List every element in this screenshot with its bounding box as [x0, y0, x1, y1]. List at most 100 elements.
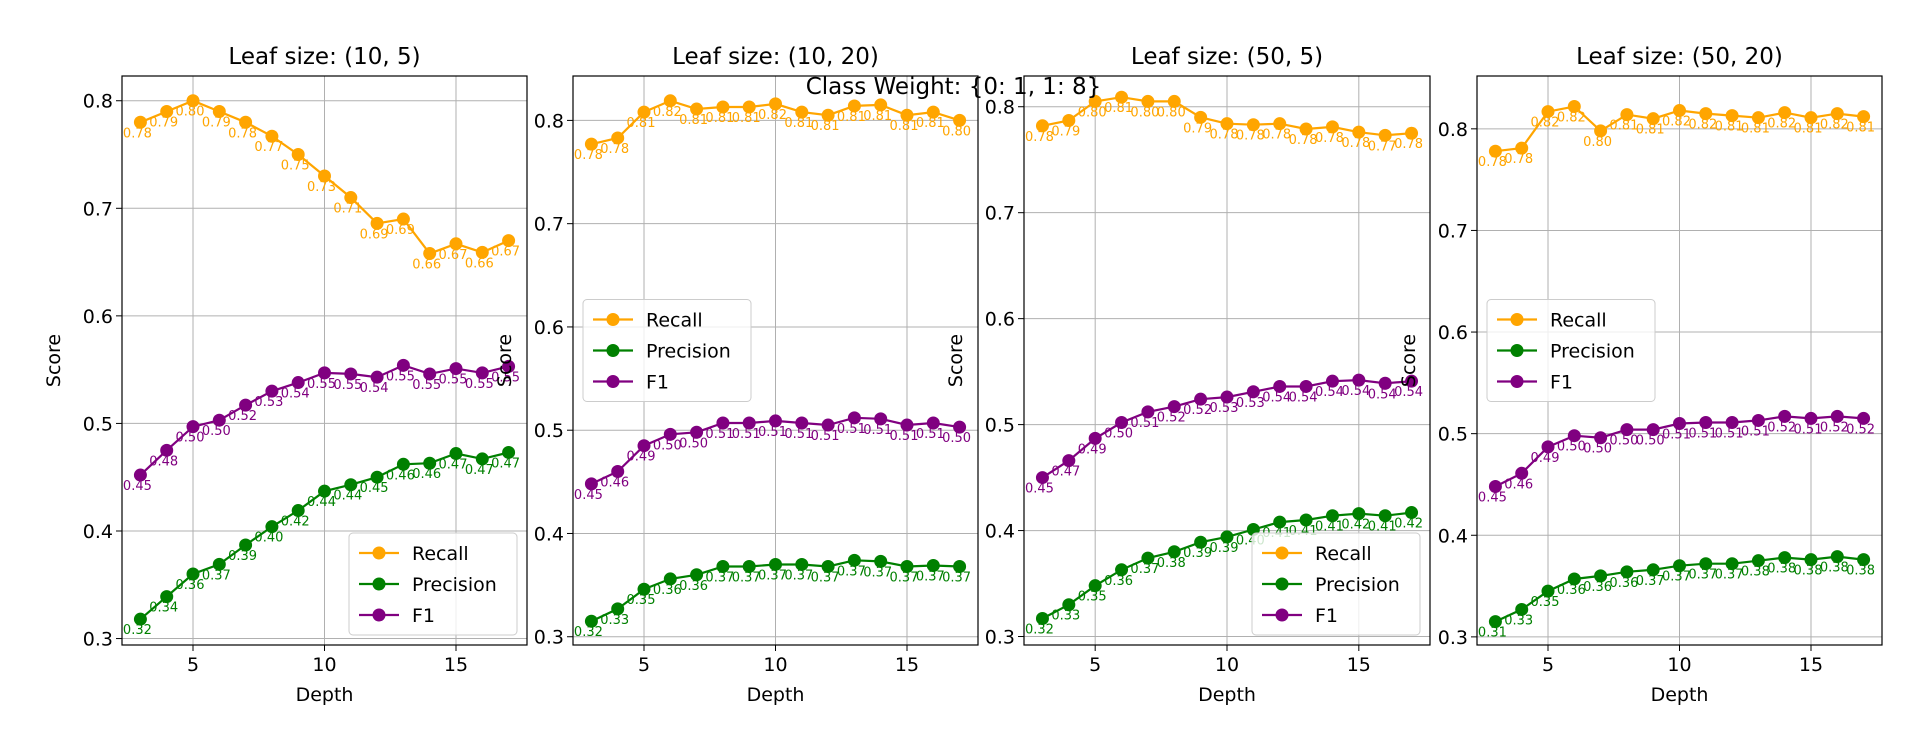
data-point-precision	[1062, 598, 1076, 612]
y-tick-label: 0.8	[83, 91, 113, 113]
data-label-f1: 0.50	[653, 438, 682, 453]
chart-panel-3: 0.780.790.800.810.800.800.790.780.780.78…	[945, 44, 1431, 706]
data-label-precision: 0.37	[942, 571, 971, 586]
data-label-recall: 0.82	[1531, 116, 1560, 131]
data-label-recall: 0.78	[1262, 128, 1291, 143]
data-label-recall: 0.79	[202, 115, 231, 130]
data-point-f1	[1857, 411, 1871, 425]
data-label-precision: 0.37	[784, 568, 813, 583]
data-point-f1	[1141, 405, 1155, 419]
data-point-precision	[900, 560, 914, 574]
y-axis-label: Score	[945, 334, 967, 387]
data-point-f1	[769, 414, 782, 428]
data-label-precision: 0.37	[811, 571, 840, 586]
data-label-recall: 0.78	[1025, 130, 1054, 145]
data-point-recall	[370, 216, 384, 230]
data-label-f1: 0.51	[732, 427, 761, 442]
data-label-f1: 0.55	[439, 373, 468, 388]
data-point-f1	[1325, 374, 1339, 388]
y-tick-label: 0.8	[534, 110, 564, 132]
data-label-f1: 0.54	[281, 387, 310, 402]
data-label-precision: 0.46	[386, 468, 415, 483]
x-tick-label: 5	[1542, 654, 1554, 676]
legend-entry-f1: F1	[1315, 605, 1338, 627]
chart-title: Leaf size: (10, 20)	[672, 44, 879, 70]
data-point-precision	[1220, 530, 1234, 544]
y-tick-label: 0.7	[83, 198, 113, 220]
data-point-f1	[1488, 479, 1502, 493]
legend-swatch-marker	[1275, 608, 1289, 622]
data-label-recall: 0.81	[1846, 121, 1875, 136]
data-label-f1: 0.54	[360, 381, 389, 396]
data-point-recall	[449, 237, 463, 251]
data-point-precision	[212, 557, 226, 571]
data-label-precision: 0.42	[281, 515, 310, 530]
data-label-precision: 0.33	[600, 613, 629, 628]
legend-box	[582, 299, 752, 402]
data-point-recall	[1620, 108, 1634, 122]
data-point-f1	[370, 370, 384, 384]
data-point-f1	[1699, 415, 1713, 429]
data-point-recall	[291, 148, 305, 162]
data-point-precision	[690, 568, 704, 582]
y-tick-label: 0.7	[985, 203, 1015, 225]
data-point-f1	[874, 412, 888, 426]
data-label-recall: 0.71	[333, 202, 362, 217]
data-point-precision	[1488, 615, 1502, 629]
x-tick-label: 10	[1215, 654, 1239, 676]
data-label-precision: 0.47	[439, 458, 468, 473]
data-label-precision: 0.47	[491, 456, 520, 471]
chart-title: Leaf size: (10, 5)	[228, 44, 420, 70]
data-point-recall	[663, 94, 677, 108]
data-point-f1	[1804, 411, 1818, 425]
data-point-f1	[1088, 431, 1102, 445]
y-axis-label: Score	[43, 334, 65, 387]
data-label-precision: 0.39	[1183, 546, 1212, 561]
legend-entry-f1: F1	[646, 372, 669, 394]
data-label-recall: 0.77	[254, 140, 283, 155]
data-point-f1	[502, 359, 516, 373]
legend-swatch-marker	[606, 313, 620, 326]
data-label-precision: 0.32	[123, 623, 152, 638]
data-label-recall: 0.69	[360, 227, 389, 242]
data-point-f1	[795, 416, 809, 430]
data-point-recall	[690, 102, 704, 116]
data-point-precision	[1830, 550, 1844, 564]
x-tick-label: 10	[312, 654, 336, 676]
data-point-precision	[1273, 515, 1287, 529]
data-label-recall: 0.78	[228, 126, 257, 141]
x-tick-label: 15	[1799, 654, 1823, 676]
data-label-precision: 0.35	[627, 593, 656, 608]
data-point-precision	[423, 456, 437, 470]
data-label-f1: 0.51	[784, 427, 813, 442]
data-label-recall: 0.66	[412, 257, 441, 272]
data-label-precision: 0.31	[1478, 626, 1507, 641]
data-label-f1: 0.51	[1794, 422, 1823, 437]
data-label-f1: 0.51	[1715, 426, 1744, 441]
data-point-precision	[1378, 509, 1392, 523]
data-label-recall: 0.78	[1315, 131, 1344, 146]
data-label-recall: 0.81	[837, 110, 866, 125]
data-point-precision	[1567, 572, 1581, 586]
data-point-recall	[1778, 106, 1792, 120]
data-label-precision: 0.38	[1767, 562, 1796, 577]
data-point-precision	[874, 554, 888, 568]
data-label-f1: 0.49	[1078, 442, 1107, 457]
data-label-f1: 0.54	[1368, 387, 1397, 402]
data-label-f1: 0.54	[1315, 385, 1344, 400]
data-point-recall	[1673, 104, 1686, 118]
data-label-precision: 0.37	[916, 569, 945, 584]
data-point-f1	[1273, 379, 1287, 393]
data-point-recall	[953, 113, 967, 127]
data-point-recall	[1488, 144, 1502, 158]
data-point-f1	[265, 384, 279, 398]
data-point-recall	[1699, 107, 1713, 121]
data-point-precision	[1405, 506, 1419, 520]
data-label-precision: 0.38	[1846, 564, 1875, 579]
data-label-recall: 0.79	[1183, 121, 1212, 136]
y-tick-label: 0.6	[534, 317, 564, 339]
data-label-recall: 0.78	[1394, 137, 1423, 152]
data-point-f1	[1646, 423, 1660, 437]
data-label-precision: 0.33	[1051, 609, 1080, 624]
data-point-recall	[239, 115, 253, 129]
